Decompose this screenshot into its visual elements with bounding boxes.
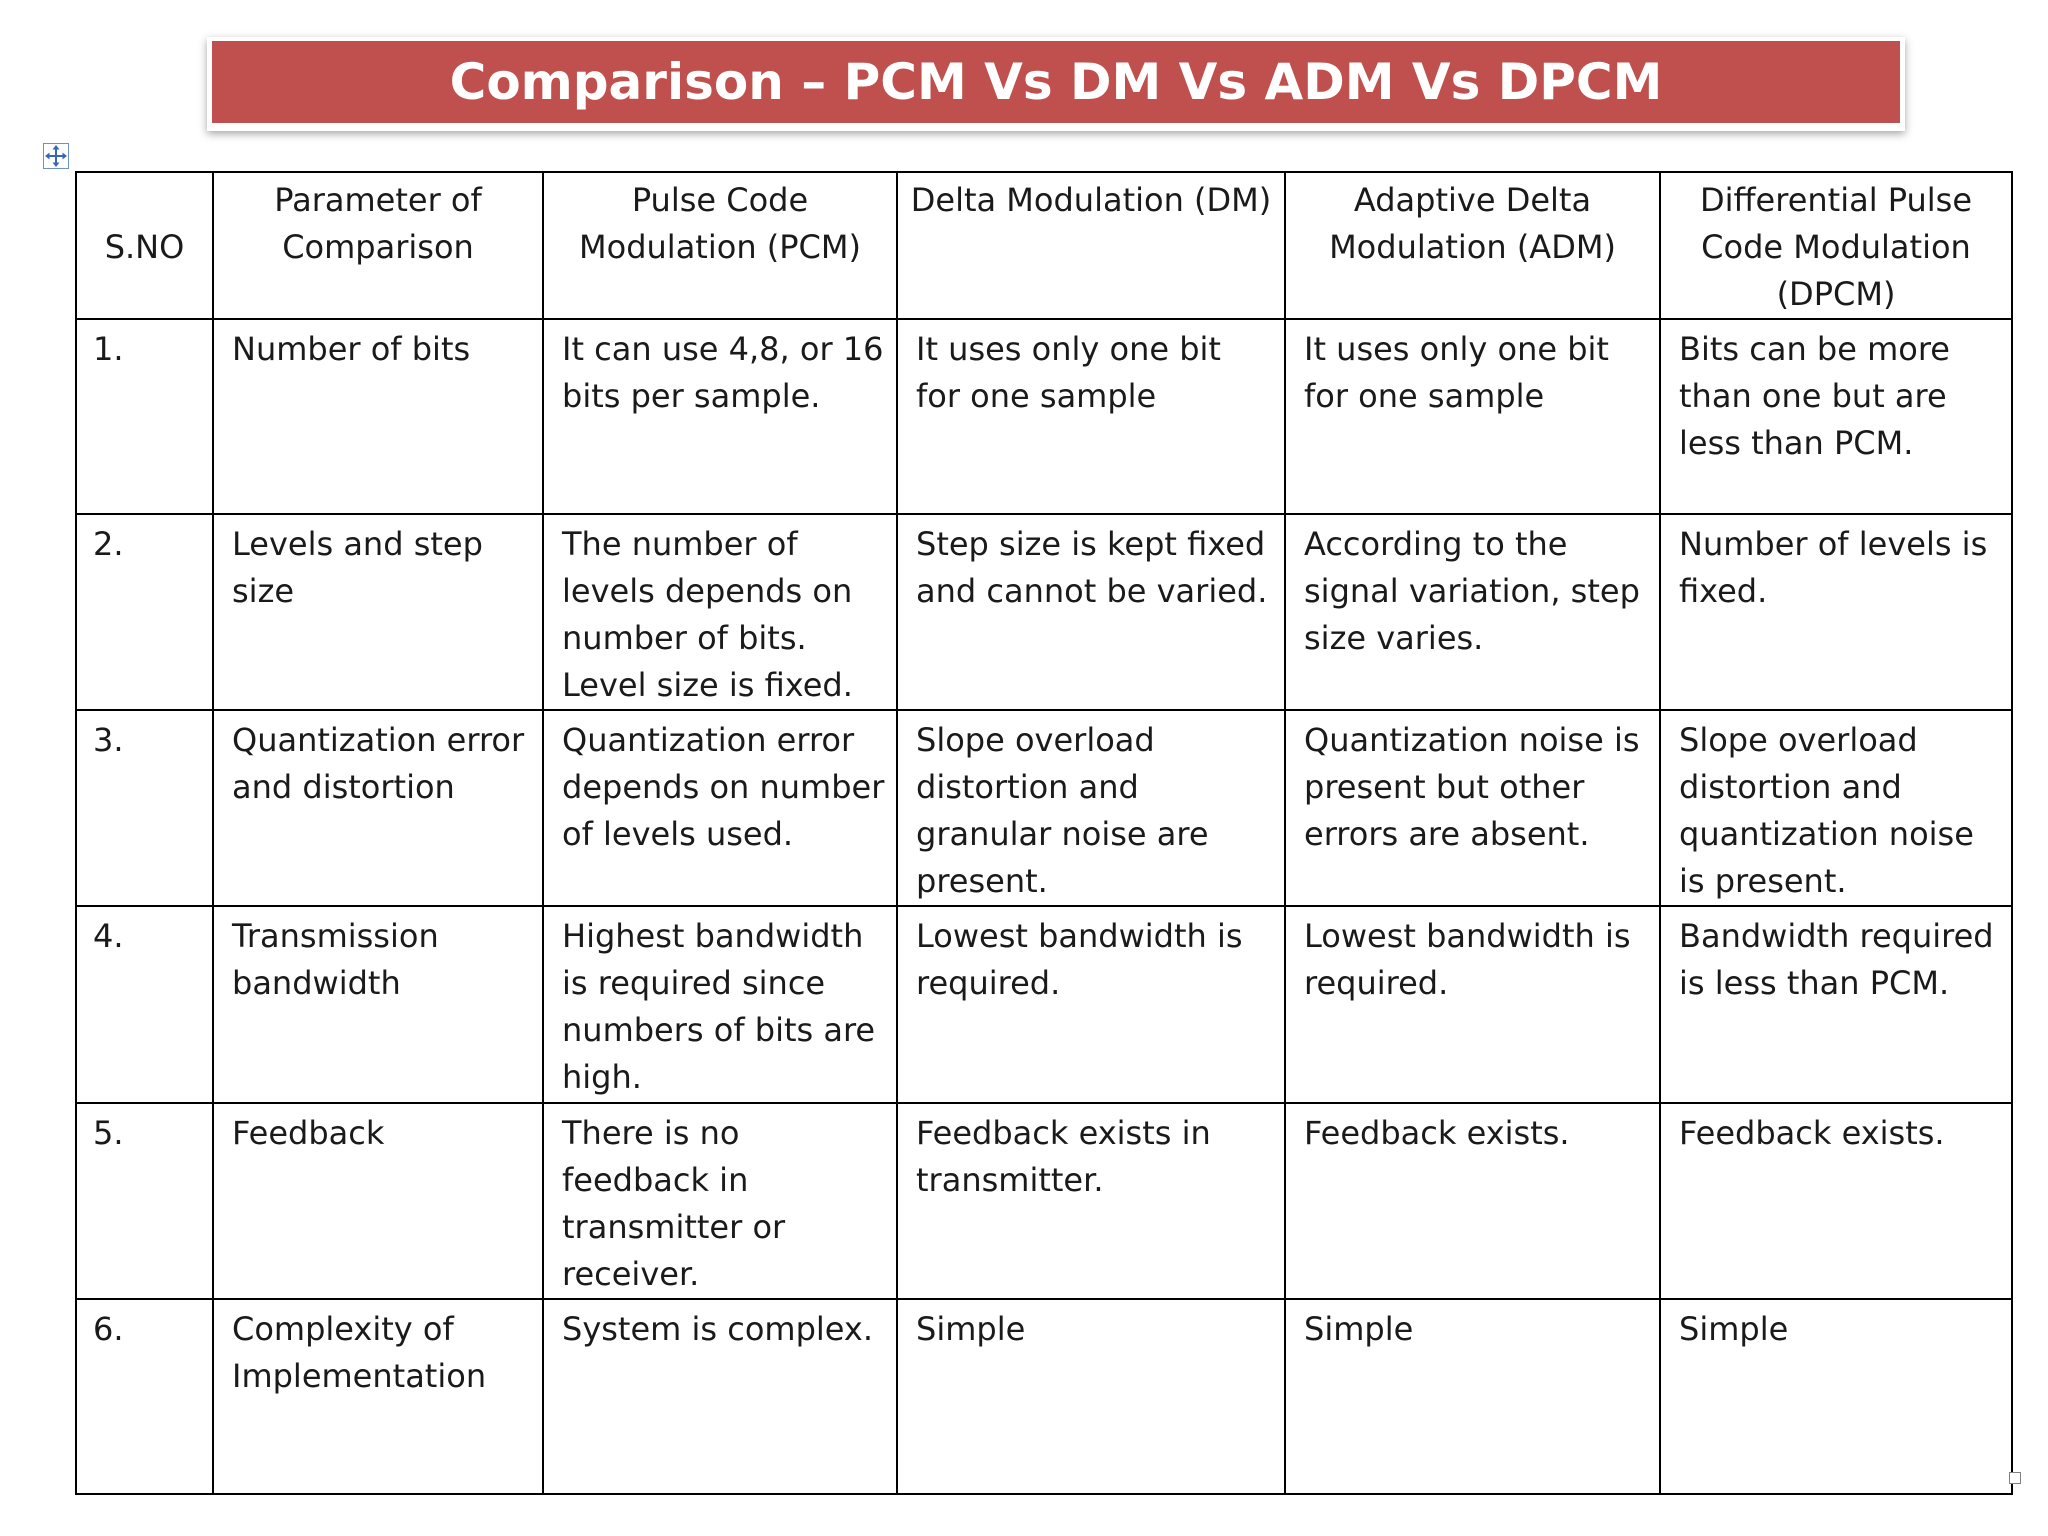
row-parameter: Feedback xyxy=(212,1102,544,1300)
header-pcm: Pulse Code Modulation (PCM) xyxy=(542,171,898,320)
comparison-table: S.NO Parameter of Comparison Pulse Code … xyxy=(75,171,2013,1495)
header-dm: Delta Modulation (DM) xyxy=(896,171,1286,320)
table-row: 2. Levels and step size The number of le… xyxy=(75,513,2013,711)
page-title: Comparison – PCM Vs DM Vs ADM Vs DPCM xyxy=(212,41,1900,123)
cell-dm: Feedback exists in transmitter. xyxy=(896,1102,1286,1300)
cell-adm: According to the signal variation, step … xyxy=(1284,513,1661,711)
row-parameter: Quantization error and distortion xyxy=(212,709,544,907)
header-sno: S.NO xyxy=(75,171,214,320)
table-row: 1. Number of bits It can use 4,8, or 16 … xyxy=(75,318,2013,515)
row-number: 3. xyxy=(75,709,214,907)
cell-adm: Simple xyxy=(1284,1298,1661,1495)
header-adm: Adaptive Delta Modulation (ADM) xyxy=(1284,171,1661,320)
row-parameter: Levels and step size xyxy=(212,513,544,711)
table-row: 4. Transmission bandwidth Highest bandwi… xyxy=(75,905,2013,1104)
cell-adm: Quantization noise is present but other … xyxy=(1284,709,1661,907)
title-banner: Comparison – PCM Vs DM Vs ADM Vs DPCM xyxy=(207,37,1905,131)
row-number: 4. xyxy=(75,905,214,1104)
cell-pcm: Quantization error depends on number of … xyxy=(542,709,898,907)
cell-dpcm: Bits can be more than one but are less t… xyxy=(1659,318,2013,515)
row-number: 6. xyxy=(75,1298,214,1495)
cell-dpcm: Slope overload distortion and quantizati… xyxy=(1659,709,2013,907)
row-number: 2. xyxy=(75,513,214,711)
cell-dpcm: Bandwidth required is less than PCM. xyxy=(1659,905,2013,1104)
cell-pcm: The number of levels depends on number o… xyxy=(542,513,898,711)
cell-adm: It uses only one bit for one sample xyxy=(1284,318,1661,515)
header-dpcm: Differential Pulse Code Modulation (DPCM… xyxy=(1659,171,2013,320)
table-row: 6. Complexity of Implementation System i… xyxy=(75,1298,2013,1495)
move-arrows-icon[interactable] xyxy=(43,143,69,169)
table-row: 3. Quantization error and distortion Qua… xyxy=(75,709,2013,907)
cell-dm: Step size is kept fixed and cannot be va… xyxy=(896,513,1286,711)
row-number: 1. xyxy=(75,318,214,515)
cell-dm: Slope overload distortion and granular n… xyxy=(896,709,1286,907)
row-parameter: Number of bits xyxy=(212,318,544,515)
cell-pcm: It can use 4,8, or 16 bits per sample. xyxy=(542,318,898,515)
row-number: 5. xyxy=(75,1102,214,1300)
cell-pcm: Highest bandwidth is required since numb… xyxy=(542,905,898,1104)
row-parameter: Transmission bandwidth xyxy=(212,905,544,1104)
cell-dm: Simple xyxy=(896,1298,1286,1495)
row-parameter: Complexity of Implementation xyxy=(212,1298,544,1495)
cell-dpcm: Feedback exists. xyxy=(1659,1102,2013,1300)
cell-dpcm: Simple xyxy=(1659,1298,2013,1495)
resize-handle-icon[interactable] xyxy=(2009,1472,2021,1484)
table-header-row: S.NO Parameter of Comparison Pulse Code … xyxy=(75,171,2013,320)
cell-pcm: There is no feedback in transmitter or r… xyxy=(542,1102,898,1300)
table-row: 5. Feedback There is no feedback in tran… xyxy=(75,1102,2013,1300)
cell-dpcm: Number of levels is fixed. xyxy=(1659,513,2013,711)
cell-adm: Lowest bandwidth is required. xyxy=(1284,905,1661,1104)
header-parameter: Parameter of Comparison xyxy=(212,171,544,320)
cell-dm: Lowest bandwidth is required. xyxy=(896,905,1286,1104)
cell-adm: Feedback exists. xyxy=(1284,1102,1661,1300)
cell-pcm: System is complex. xyxy=(542,1298,898,1495)
cell-dm: It uses only one bit for one sample xyxy=(896,318,1286,515)
